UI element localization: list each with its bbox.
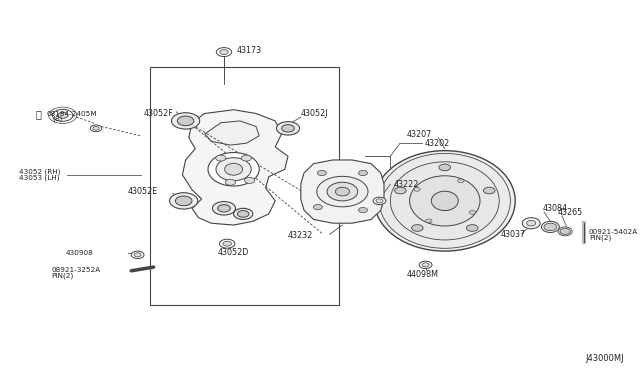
Circle shape [276, 122, 300, 135]
Text: 43052D: 43052D [218, 248, 249, 257]
Circle shape [317, 170, 326, 176]
Circle shape [358, 208, 367, 213]
Circle shape [216, 48, 232, 57]
Circle shape [469, 211, 476, 214]
Ellipse shape [327, 182, 358, 201]
Circle shape [58, 112, 68, 118]
Polygon shape [182, 110, 288, 225]
Circle shape [52, 109, 73, 121]
Ellipse shape [431, 191, 458, 211]
Ellipse shape [541, 221, 559, 232]
Circle shape [422, 263, 429, 267]
Polygon shape [205, 121, 259, 145]
Text: 08184-2405M: 08184-2405M [46, 111, 97, 117]
Circle shape [414, 187, 420, 191]
Text: PIN(2): PIN(2) [51, 272, 74, 279]
Polygon shape [301, 160, 384, 223]
Ellipse shape [522, 218, 540, 229]
Text: 43037: 43037 [500, 230, 525, 239]
Circle shape [223, 241, 232, 246]
Text: 43222: 43222 [394, 180, 419, 189]
Circle shape [216, 155, 226, 161]
Text: 43232: 43232 [288, 231, 313, 240]
Circle shape [244, 177, 255, 183]
Circle shape [412, 225, 423, 231]
Text: 43053 (LH): 43053 (LH) [19, 174, 60, 181]
Circle shape [225, 179, 236, 185]
Ellipse shape [410, 176, 480, 226]
Ellipse shape [558, 227, 572, 236]
Circle shape [212, 202, 236, 215]
Text: 44098M: 44098M [406, 270, 438, 279]
Text: 43173: 43173 [237, 46, 262, 55]
Circle shape [170, 193, 198, 209]
Circle shape [544, 223, 557, 231]
Ellipse shape [317, 176, 368, 207]
Circle shape [376, 199, 383, 203]
Text: 00921-5402A: 00921-5402A [589, 230, 638, 235]
Ellipse shape [216, 158, 251, 181]
Text: (8): (8) [52, 115, 63, 122]
Circle shape [175, 196, 192, 206]
Text: PIN(2): PIN(2) [589, 235, 611, 241]
Circle shape [134, 253, 141, 257]
Text: 43202: 43202 [424, 139, 449, 148]
Ellipse shape [335, 187, 349, 196]
Text: 43052F: 43052F [144, 109, 173, 118]
Text: 43265: 43265 [558, 208, 583, 217]
Text: 43207: 43207 [406, 130, 431, 139]
Text: 430908: 430908 [65, 250, 93, 256]
Ellipse shape [390, 162, 499, 240]
Circle shape [373, 197, 386, 205]
Circle shape [218, 205, 230, 212]
Circle shape [237, 211, 249, 217]
Text: 43084: 43084 [543, 204, 568, 213]
Circle shape [220, 239, 235, 248]
Ellipse shape [208, 153, 259, 186]
Text: 43052E: 43052E [128, 187, 158, 196]
Circle shape [131, 251, 144, 259]
Circle shape [172, 113, 200, 129]
Ellipse shape [527, 220, 536, 226]
Text: 43052J: 43052J [301, 109, 328, 118]
Ellipse shape [379, 153, 511, 248]
Circle shape [234, 208, 253, 219]
Circle shape [220, 49, 228, 55]
Circle shape [241, 155, 252, 161]
Circle shape [560, 228, 570, 234]
Circle shape [395, 187, 406, 194]
Circle shape [458, 179, 464, 183]
Ellipse shape [225, 163, 243, 175]
Circle shape [439, 164, 451, 171]
Circle shape [282, 125, 294, 132]
Bar [150, 67, 339, 305]
Ellipse shape [374, 151, 515, 251]
Text: 43052 (RH): 43052 (RH) [19, 169, 61, 175]
Circle shape [90, 125, 102, 132]
Circle shape [314, 205, 323, 210]
Circle shape [467, 225, 478, 231]
Circle shape [177, 116, 194, 126]
Circle shape [483, 187, 495, 194]
Circle shape [358, 170, 367, 176]
Circle shape [93, 126, 99, 130]
Text: J43000MJ: J43000MJ [586, 354, 624, 363]
Text: 08921-3252A: 08921-3252A [51, 267, 100, 273]
Circle shape [419, 261, 432, 269]
Text: Ⓑ: Ⓑ [35, 109, 42, 119]
Circle shape [426, 219, 432, 223]
